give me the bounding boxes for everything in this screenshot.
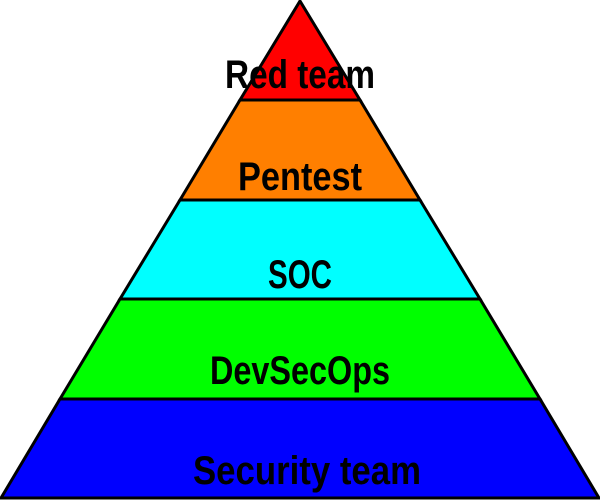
tier-label-pentest: Pentest (238, 155, 362, 199)
tier-label-security-team: Security team (193, 449, 421, 493)
tier-label-devsecops: DevSecOps (210, 349, 390, 393)
tier-label-red-team: Red team (225, 53, 375, 97)
tier-label-soc: SOC (268, 253, 332, 297)
tier-security-team (0, 397, 600, 500)
